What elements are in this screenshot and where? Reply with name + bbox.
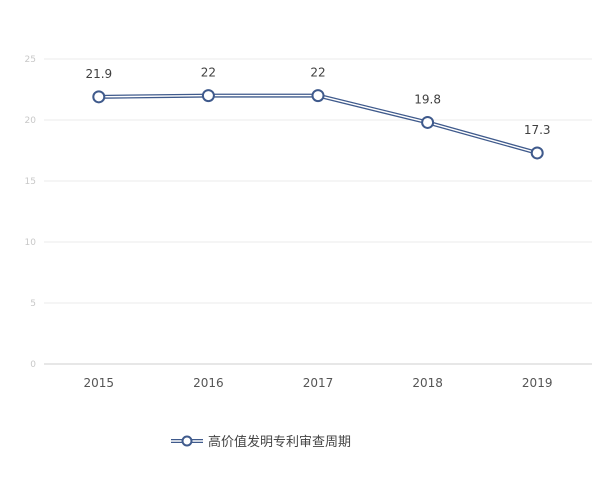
legend[interactable]: 高价值发明专利审查周期 (171, 434, 351, 450)
x-tick-label: 2016 (193, 376, 224, 390)
y-axis: 0 5 10 15 20 25 (25, 55, 37, 370)
y-tick-label: 0 (30, 360, 36, 370)
series-line-inner (98, 94, 538, 154)
series-line (98, 93, 538, 155)
data-point (530, 146, 544, 160)
series-line-outer (98, 93, 538, 155)
data-point (201, 89, 215, 103)
data-label: 22 (310, 66, 325, 80)
data-labels: 21.9 22 22 19.8 17.3 (85, 66, 550, 137)
y-tick-label: 20 (25, 116, 37, 126)
x-tick-label: 2018 (412, 376, 443, 390)
x-axis: 2015 2016 2017 2018 2019 (84, 376, 553, 390)
data-point (311, 89, 325, 103)
gridlines (44, 58, 592, 304)
x-tick-label: 2015 (84, 376, 115, 390)
data-point (92, 90, 106, 104)
y-tick-label: 15 (25, 177, 36, 187)
data-label: 22 (201, 66, 216, 80)
data-label: 19.8 (414, 92, 441, 106)
legend-marker (181, 435, 193, 447)
x-tick-label: 2017 (303, 376, 334, 390)
data-label: 21.9 (85, 67, 112, 81)
y-tick-label: 5 (30, 299, 36, 309)
data-point (421, 115, 435, 129)
data-label: 17.3 (524, 123, 551, 137)
data-points (92, 89, 544, 160)
legend-label: 高价值发明专利审查周期 (208, 434, 351, 450)
y-tick-label: 10 (25, 238, 37, 248)
x-tick-label: 2019 (522, 376, 553, 390)
y-tick-label: 25 (25, 55, 36, 65)
